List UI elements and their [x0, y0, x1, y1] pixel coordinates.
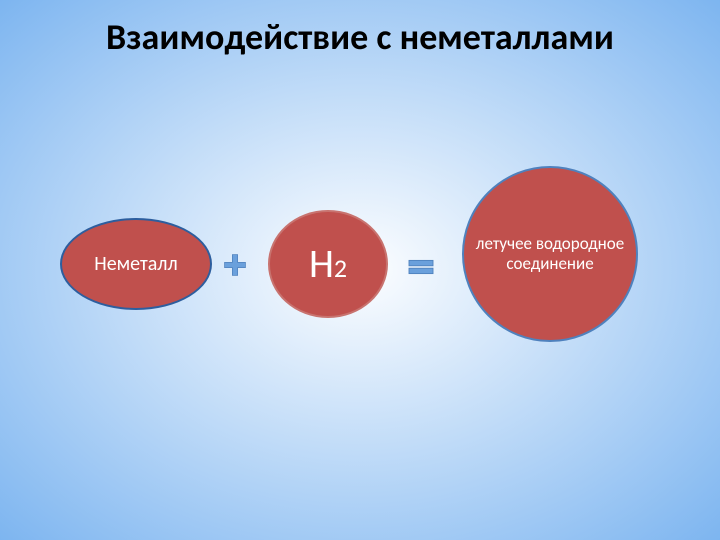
slide: Взаимодействие с неметаллами Неметалл Н2… — [0, 0, 720, 540]
ellipse-compound: летучее водородное соединение — [462, 166, 638, 342]
label-h2: Н2 — [303, 235, 353, 293]
ellipse-nonmetal: Неметалл — [60, 218, 212, 310]
plus-icon — [222, 252, 248, 278]
label-nonmetal: Неметалл — [88, 247, 183, 282]
label-compound: летучее водородное соединение — [464, 228, 636, 279]
ellipse-h2: Н2 — [268, 210, 388, 318]
equals-icon — [406, 252, 436, 282]
page-title: Взаимодействие с неметаллами — [0, 18, 720, 58]
